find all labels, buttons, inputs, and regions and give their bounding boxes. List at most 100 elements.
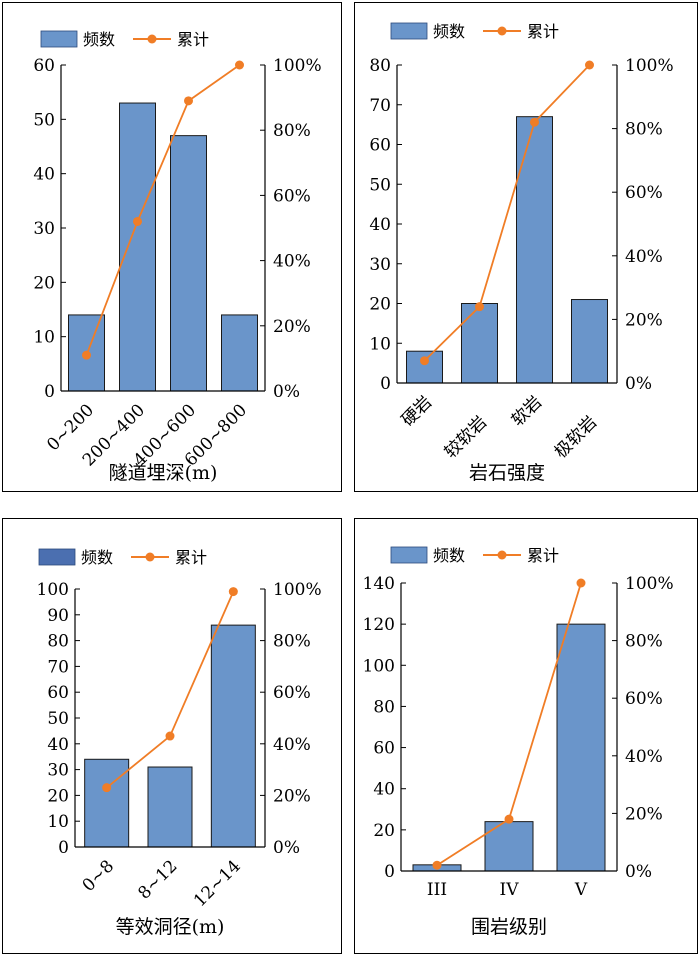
legend-line-marker bbox=[147, 34, 157, 44]
cumulative-point-IV bbox=[504, 814, 514, 824]
y-tick-label: 10 bbox=[369, 334, 391, 354]
x-category-label: 较软岩 bbox=[441, 412, 491, 462]
rock-strength-chart-svg: 频数 累计 0 10 20 30 40 50 60 70 80 0% 20% 40% 60% 80% 100% 硬… bbox=[369, 22, 673, 484]
legend-bar-swatch bbox=[390, 22, 428, 40]
y-tick-label: 140 bbox=[363, 574, 395, 594]
y-tick-label: 60 bbox=[33, 56, 55, 76]
chart-panel-tunnel-diameter: 频数 累计 0 10 20 30 40 50 60 70 80 90 100 0% 20% 40% 60% 80%… bbox=[2, 518, 342, 954]
cumulative-point-较软岩 bbox=[475, 302, 484, 312]
cumulative-line bbox=[423, 64, 591, 362]
y2-tick-label: 40% bbox=[625, 247, 663, 267]
bar-12~14 bbox=[210, 624, 256, 848]
y2-tick-label: 80% bbox=[273, 121, 311, 141]
y2-tick-label: 60% bbox=[625, 689, 663, 709]
y-tick-label: 0 bbox=[380, 374, 391, 394]
y-tick-label: 10 bbox=[47, 812, 69, 832]
rock-grade-chart-svg: 频数 累计 0 20 40 60 80 100 120 140 0% 20% 40% 60% 80% 100%… bbox=[363, 546, 674, 938]
chart-panel-depth: 频数 累计 0 10 20 30 40 50 60 0% 20% 40% 60% 80% 100% 0~200… bbox=[2, 2, 342, 492]
cumulative-point-400~600 bbox=[184, 96, 193, 106]
x-category-label: 软岩 bbox=[508, 392, 546, 430]
y2-tick-label: 80% bbox=[625, 120, 663, 140]
y-tick-label: 100 bbox=[37, 580, 69, 600]
cumulative-point-极软岩 bbox=[585, 60, 594, 70]
cumulative-line bbox=[85, 64, 241, 356]
y2-tick-label: 40% bbox=[273, 252, 311, 272]
x-axis-title: 隧道埋深(m) bbox=[109, 462, 218, 484]
bar-硬岩 bbox=[406, 350, 443, 384]
x-category-label: III bbox=[427, 880, 447, 900]
bar-8~12 bbox=[147, 766, 193, 848]
y2-tick-label: 60% bbox=[273, 683, 311, 703]
x-axis-title: 等效洞径(m) bbox=[116, 916, 225, 938]
y2-tick-label: 20% bbox=[273, 786, 311, 806]
y-tick-label: 40 bbox=[373, 780, 395, 800]
cumulative-point-V bbox=[576, 578, 586, 588]
y2-tick-label: 20% bbox=[273, 317, 311, 337]
x-category-label: 0~8 bbox=[79, 856, 119, 896]
y2-tick-label: 80% bbox=[273, 632, 311, 652]
y-tick-label: 50 bbox=[47, 709, 69, 729]
bar-200~400 bbox=[119, 102, 156, 392]
y-tick-label: 20 bbox=[33, 273, 55, 293]
y-tick-label: 50 bbox=[369, 175, 391, 195]
y-tick-label: 40 bbox=[33, 165, 55, 185]
cumulative-point-0~8 bbox=[102, 783, 112, 793]
chart-panel-rock-strength: 频数 累计 0 10 20 30 40 50 60 70 80 0% 20% 40% 60% 80% 100% 硬… bbox=[354, 2, 698, 492]
legend-bar-label: 频数 bbox=[83, 30, 115, 49]
legend-bar-swatch bbox=[38, 548, 76, 566]
y-tick-label: 20 bbox=[373, 821, 395, 841]
bar-软岩 bbox=[516, 116, 553, 384]
legend-line-label: 累计 bbox=[177, 30, 209, 49]
legend-line-marker bbox=[497, 26, 507, 36]
legend-line-marker bbox=[497, 550, 507, 560]
depth-chart-svg: 频数 累计01020304050600%20%40%60%80%100%0~200… bbox=[33, 30, 321, 484]
x-category-label: IV bbox=[500, 880, 520, 900]
legend-bar-label: 频数 bbox=[433, 22, 465, 41]
x-axis-title: 岩石强度 bbox=[469, 462, 545, 484]
y-tick-label: 30 bbox=[47, 761, 69, 781]
y-tick-label: 80 bbox=[47, 632, 69, 652]
y2-tick-label: 100% bbox=[625, 574, 674, 594]
y2-tick-label: 100% bbox=[273, 580, 322, 600]
bar-400~600 bbox=[170, 135, 207, 392]
y-tick-label: 80 bbox=[373, 697, 395, 717]
legend-line-marker bbox=[145, 552, 155, 562]
y-tick-label: 70 bbox=[47, 657, 69, 677]
y-tick-label: 0 bbox=[58, 838, 69, 858]
y2-tick-label: 40% bbox=[625, 747, 663, 767]
y2-tick-label: 60% bbox=[273, 186, 311, 206]
y-tick-label: 30 bbox=[369, 255, 391, 275]
x-category-label: V bbox=[574, 880, 588, 900]
legend-bar-label: 频数 bbox=[81, 548, 113, 567]
cumulative-point-III bbox=[432, 860, 442, 870]
y-tick-label: 60 bbox=[369, 136, 391, 156]
bar-0~8 bbox=[84, 758, 130, 848]
cumulative-point-600~800 bbox=[235, 60, 244, 70]
cumulative-point-12~14 bbox=[228, 587, 238, 597]
x-axis-title: 围岩级别 bbox=[471, 916, 547, 938]
y-tick-label: 60 bbox=[47, 683, 69, 703]
y-tick-label: 120 bbox=[363, 615, 395, 635]
legend: 频数 累计 bbox=[38, 548, 207, 567]
legend-bar-label: 频数 bbox=[433, 546, 465, 565]
legend-line-label: 累计 bbox=[175, 548, 207, 567]
x-category-label: 极软岩 bbox=[551, 412, 601, 462]
y-tick-label: 100 bbox=[363, 656, 395, 676]
chart-panel-rock-grade: 频数 累计 0 20 40 60 80 100 120 140 0% 20% 40% 60% 80% 100%… bbox=[354, 518, 698, 954]
legend-line-label: 累计 bbox=[527, 22, 559, 41]
y2-tick-label: 0% bbox=[625, 862, 652, 882]
cumulative-point-8~12 bbox=[165, 731, 175, 741]
x-category-label: 12~14 bbox=[190, 856, 245, 911]
legend: 频数 累计 bbox=[390, 22, 559, 41]
y2-tick-label: 40% bbox=[273, 735, 311, 755]
legend-line-label: 累计 bbox=[527, 546, 559, 565]
bar-较软岩 bbox=[461, 303, 498, 384]
y-tick-label: 60 bbox=[373, 739, 395, 759]
diameter-chart-svg: 频数 累计 0 10 20 30 40 50 60 70 80 90 100 0% 20% 40% 60% 80%… bbox=[37, 548, 322, 938]
y2-tick-label: 0% bbox=[625, 374, 652, 394]
y-tick-label: 30 bbox=[33, 219, 55, 239]
cumulative-point-硬岩 bbox=[420, 356, 429, 366]
y2-tick-label: 0% bbox=[273, 382, 300, 402]
y2-tick-label: 0% bbox=[273, 838, 300, 858]
y-tick-label: 40 bbox=[47, 735, 69, 755]
